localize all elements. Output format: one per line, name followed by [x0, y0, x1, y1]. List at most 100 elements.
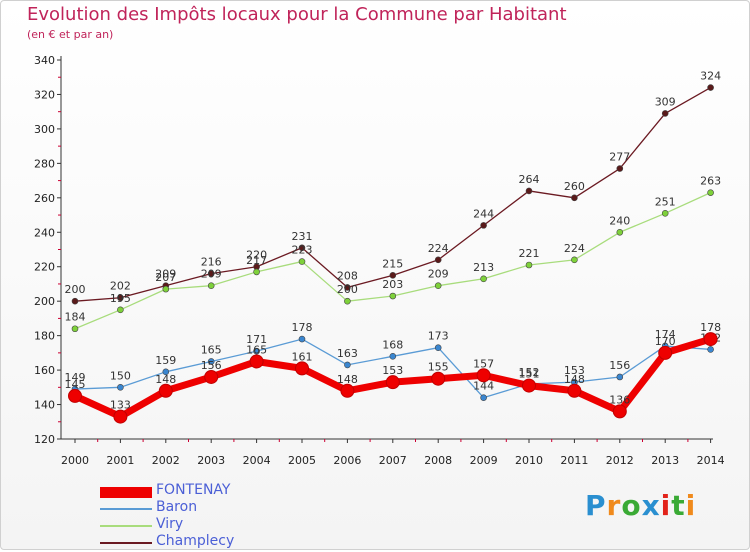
- data-label-champlecy: 202: [110, 280, 131, 293]
- data-label-fontenay: 136: [609, 393, 630, 406]
- data-label-viry: 207: [155, 271, 176, 284]
- y-tick-label: 340: [34, 54, 55, 67]
- legend-swatch: [100, 525, 152, 527]
- legend-label: Champlecy: [156, 533, 235, 549]
- data-label-baron: 152: [519, 366, 540, 379]
- x-tick-label: 2009: [470, 454, 498, 467]
- legend-label: Viry: [156, 516, 184, 532]
- data-label-fontenay: 148: [155, 373, 176, 386]
- data-label-fontenay: 156: [201, 359, 222, 372]
- data-label-champlecy: 244: [473, 207, 494, 220]
- data-label-champlecy: 200: [65, 283, 86, 296]
- data-point-fontenay: [249, 354, 264, 369]
- data-label-champlecy: 260: [564, 180, 585, 193]
- y-tick-label: 120: [34, 433, 55, 446]
- data-point-baron: [162, 368, 170, 376]
- data-label-baron: 168: [382, 338, 403, 351]
- data-label-champlecy: 224: [428, 242, 449, 255]
- data-point-baron: [253, 347, 260, 355]
- y-tick-label: 240: [34, 226, 55, 239]
- data-point-champlecy: [389, 272, 397, 279]
- data-label-fontenay: 165: [246, 343, 267, 356]
- x-tick-label: 2010: [515, 454, 543, 467]
- data-point-champlecy: [525, 187, 533, 195]
- data-point-viry: [434, 282, 442, 289]
- x-tick-label: 2007: [379, 454, 407, 467]
- data-point-viry: [253, 268, 260, 276]
- data-point-fontenay: [113, 409, 128, 424]
- data-label-fontenay: 133: [110, 399, 131, 412]
- x-tick-label: 2013: [651, 454, 679, 467]
- data-point-fontenay: [522, 378, 536, 393]
- x-tick-label: 2000: [61, 454, 89, 467]
- x-tick-label: 2003: [197, 454, 225, 467]
- x-tick-label: 2006: [333, 454, 361, 467]
- y-tick-label: 280: [34, 157, 55, 170]
- data-point-champlecy: [117, 294, 124, 302]
- data-label-baron: 149: [65, 371, 86, 384]
- logo-letter: r: [606, 489, 622, 522]
- logo-letter: x: [641, 489, 661, 522]
- data-point-fontenay: [295, 361, 309, 376]
- data-label-baron: 150: [110, 369, 131, 382]
- data-label-viry: 221: [519, 247, 540, 260]
- data-label-champlecy: 216: [201, 256, 222, 269]
- data-label-fontenay: 145: [65, 378, 86, 391]
- proxiti-logo: Proxiti: [585, 489, 696, 522]
- data-point-baron: [707, 346, 714, 353]
- x-tick-label: 2001: [106, 454, 134, 467]
- data-label-champlecy: 264: [519, 173, 540, 186]
- data-label-champlecy: 209: [155, 268, 176, 281]
- data-point-viry: [344, 297, 351, 305]
- data-label-viry: 184: [65, 311, 86, 324]
- data-point-viry: [661, 210, 669, 217]
- data-point-fontenay: [385, 375, 400, 390]
- data-label-viry: 209: [201, 268, 222, 281]
- x-tick-label: 2011: [560, 454, 588, 467]
- data-label-champlecy: 220: [246, 249, 267, 262]
- data-point-viry: [162, 285, 170, 293]
- data-point-champlecy: [71, 297, 79, 305]
- data-point-viry: [525, 261, 533, 269]
- data-point-viry: [616, 228, 624, 236]
- data-point-champlecy: [616, 165, 624, 172]
- data-point-viry: [480, 275, 487, 283]
- logo-letter: t: [671, 489, 686, 522]
- data-point-fontenay: [567, 383, 582, 398]
- logo-letter: P: [585, 489, 607, 522]
- legend-label: Baron: [156, 499, 198, 515]
- data-label-fontenay: 148: [337, 373, 358, 386]
- data-point-baron: [298, 335, 306, 343]
- data-label-fontenay: 155: [428, 361, 449, 374]
- data-label-viry: 223: [292, 244, 313, 257]
- legend-swatch: [100, 542, 152, 544]
- data-point-champlecy: [661, 110, 669, 117]
- logo-letter: i: [685, 489, 697, 522]
- data-point-fontenay: [612, 404, 627, 419]
- chart-title: Evolution des Impôts locaux pour la Comm…: [27, 4, 567, 25]
- y-tick-label: 200: [34, 295, 55, 308]
- data-label-fontenay: 157: [473, 357, 494, 370]
- y-tick-label: 320: [34, 88, 55, 101]
- data-point-baron: [389, 353, 397, 360]
- data-label-champlecy: 324: [700, 70, 721, 83]
- data-point-fontenay: [703, 332, 718, 347]
- data-label-viry: 195: [110, 292, 131, 305]
- logo-letter: o: [621, 489, 642, 522]
- y-tick-label: 180: [34, 330, 55, 343]
- logo-letter: i: [660, 489, 672, 522]
- data-point-champlecy: [434, 256, 442, 264]
- data-label-viry: 213: [473, 261, 494, 274]
- data-point-fontenay: [431, 371, 446, 386]
- data-label-viry: 224: [564, 242, 585, 255]
- data-label-champlecy: 309: [655, 95, 676, 108]
- y-tick-label: 300: [34, 123, 55, 136]
- data-point-fontenay: [476, 368, 491, 383]
- data-label-viry: 263: [700, 175, 721, 188]
- x-tick-label: 2004: [243, 454, 271, 467]
- data-point-baron: [434, 344, 442, 351]
- data-label-baron: 173: [428, 330, 449, 343]
- data-label-champlecy: 231: [292, 230, 313, 243]
